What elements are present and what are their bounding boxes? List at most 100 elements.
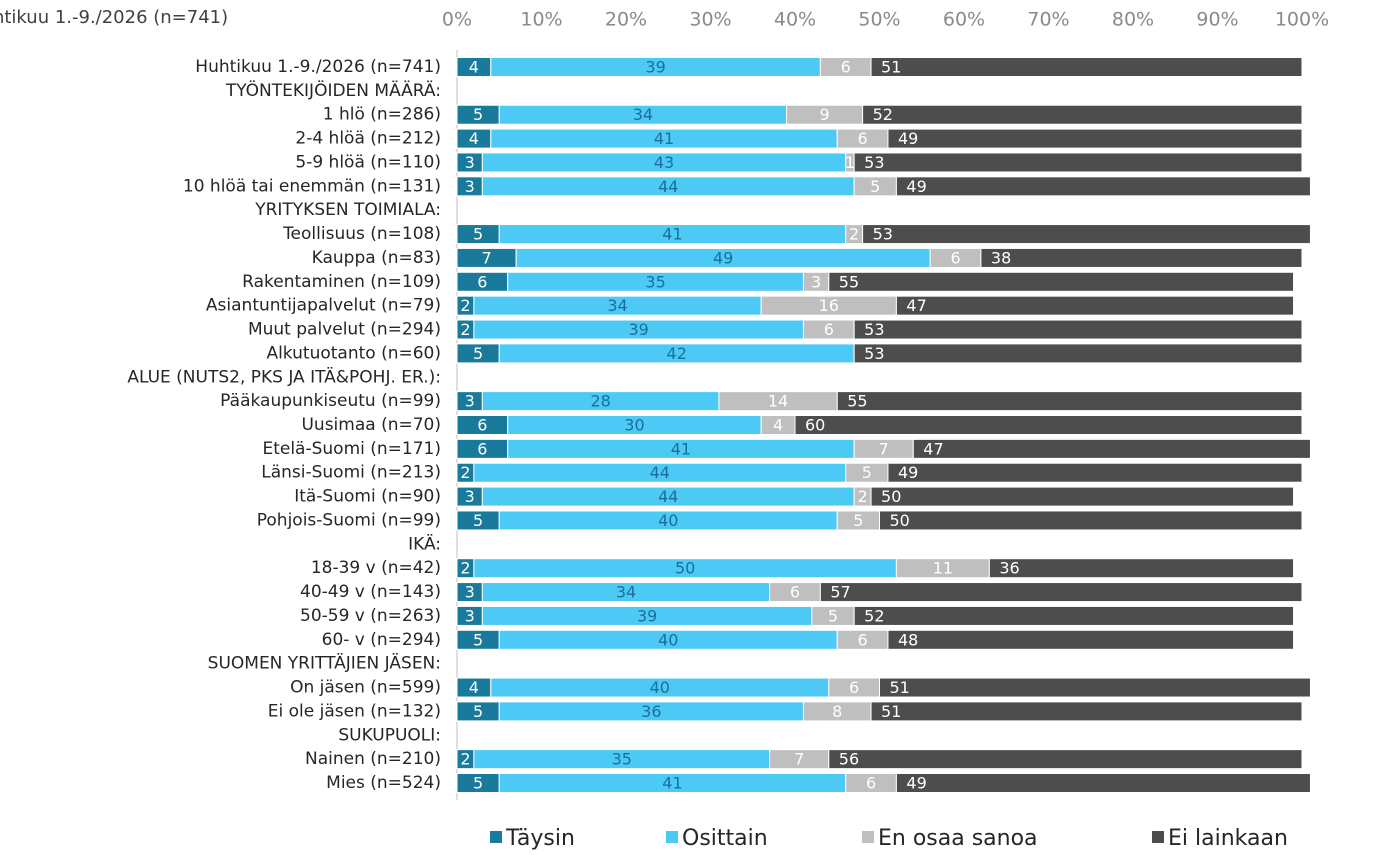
value-label: 11 [933, 559, 953, 578]
y-tick-label: Alkutuotanto (n=60) [266, 343, 441, 363]
value-label: 7 [794, 750, 804, 769]
value-label: 3 [465, 583, 475, 602]
value-label: 44 [658, 487, 678, 506]
value-label: 40 [650, 678, 670, 697]
y-tick-label: Kauppa (n=83) [312, 248, 441, 268]
value-label: 50 [675, 559, 695, 578]
value-label: 49 [898, 463, 918, 482]
value-label: 41 [662, 774, 682, 793]
value-label: 41 [662, 225, 682, 244]
value-label: 5 [473, 105, 483, 124]
value-label: 39 [628, 320, 648, 339]
y-tick-label: 1 hlö (n=286) [323, 105, 441, 125]
y-tick-label: Ei ole jäsen (n=132) [268, 701, 441, 721]
value-label: 44 [650, 463, 670, 482]
x-tick-label: 90% [1196, 9, 1238, 31]
x-tick-label: 0% [442, 9, 472, 31]
value-label: 28 [590, 392, 610, 411]
value-label: 35 [645, 272, 665, 291]
value-label: 49 [898, 129, 918, 148]
value-label: 49 [713, 248, 733, 267]
value-label: 4 [469, 58, 479, 77]
value-label: 1 [845, 153, 855, 172]
value-label: 53 [864, 153, 884, 172]
bar-segment [870, 701, 1303, 722]
bar-segment [819, 582, 1303, 603]
y-tick-label: Muut palvelut (n=294) [248, 320, 441, 340]
value-label: 3 [465, 606, 475, 625]
y-tick-label: Länsi-Suomi (n=213) [261, 463, 441, 483]
value-label: 5 [473, 702, 483, 721]
bar-segment [853, 605, 1295, 626]
value-label: 6 [477, 439, 487, 458]
y-tick-label: SUOMEN YRITTÄJIEN JÄSEN: [208, 653, 441, 674]
value-label: 47 [906, 296, 926, 315]
value-label: 55 [847, 392, 867, 411]
value-label: 4 [469, 129, 479, 148]
x-tick-label: 30% [689, 9, 731, 31]
chart-title: Huhtikuu 1.-9./2026 (n=741) [0, 7, 228, 28]
value-label: 35 [612, 750, 632, 769]
bar-segment [895, 176, 1311, 197]
value-label: 36 [999, 559, 1019, 578]
value-label: 6 [841, 58, 851, 77]
value-label: 6 [477, 416, 487, 435]
value-label: 47 [923, 439, 943, 458]
value-label: 3 [465, 392, 475, 411]
bar-segment [862, 104, 1303, 125]
y-tick-label: Rakentaminen (n=109) [242, 272, 441, 292]
bar-segment [879, 510, 1303, 531]
legend-label: En osaa sanoa [878, 826, 1038, 851]
value-label: 39 [637, 606, 657, 625]
value-label: 6 [790, 583, 800, 602]
value-label: 3 [811, 272, 821, 291]
value-label: 60 [805, 416, 825, 435]
value-label: 34 [607, 296, 627, 315]
value-label: 57 [830, 583, 850, 602]
value-label: 6 [950, 248, 960, 267]
y-tick-label: YRITYKSEN TOIMIALA: [254, 200, 441, 220]
legend-swatch [1152, 831, 1164, 843]
legend-label: Täysin [505, 826, 575, 851]
value-label: 34 [633, 105, 653, 124]
bar-segment [853, 343, 1303, 364]
bar-segment [912, 438, 1311, 459]
value-label: 7 [879, 439, 889, 458]
value-label: 34 [616, 583, 636, 602]
value-label: 48 [898, 630, 918, 649]
bar-segment [828, 749, 1303, 770]
bar-segment [879, 677, 1311, 698]
y-tick-label: Itä-Suomi (n=90) [294, 487, 441, 507]
x-tick-label: 40% [774, 9, 816, 31]
bar-segment [794, 415, 1303, 435]
value-label: 3 [465, 153, 475, 172]
value-label: 2 [460, 463, 470, 482]
legend-swatch [490, 831, 502, 843]
legend-label: Osittain [682, 826, 768, 851]
value-label: 5 [473, 225, 483, 244]
value-label: 6 [866, 774, 876, 793]
x-tick-label: 20% [605, 9, 647, 31]
value-label: 14 [768, 392, 788, 411]
value-label: 44 [658, 177, 678, 196]
value-label: 4 [773, 416, 783, 435]
value-label: 9 [819, 105, 829, 124]
bar-segment [980, 247, 1303, 268]
value-label: 5 [473, 511, 483, 530]
x-tick-label: 80% [1112, 9, 1154, 31]
value-label: 56 [839, 750, 859, 769]
value-label: 4 [469, 678, 479, 697]
value-label: 6 [477, 272, 487, 291]
x-tick-label: 70% [1027, 9, 1069, 31]
legend-label: Ei lainkaan [1168, 826, 1288, 851]
value-label: 3 [465, 487, 475, 506]
value-label: 40 [658, 630, 678, 649]
value-label: 50 [881, 487, 901, 506]
value-label: 53 [873, 225, 893, 244]
value-label: 55 [839, 272, 859, 291]
y-tick-label: 10 hlöä tai enemmän (n=131) [183, 176, 441, 196]
value-label: 6 [858, 129, 868, 148]
value-label: 42 [667, 344, 687, 363]
x-tick-label: 100% [1275, 9, 1329, 31]
value-label: 6 [849, 678, 859, 697]
